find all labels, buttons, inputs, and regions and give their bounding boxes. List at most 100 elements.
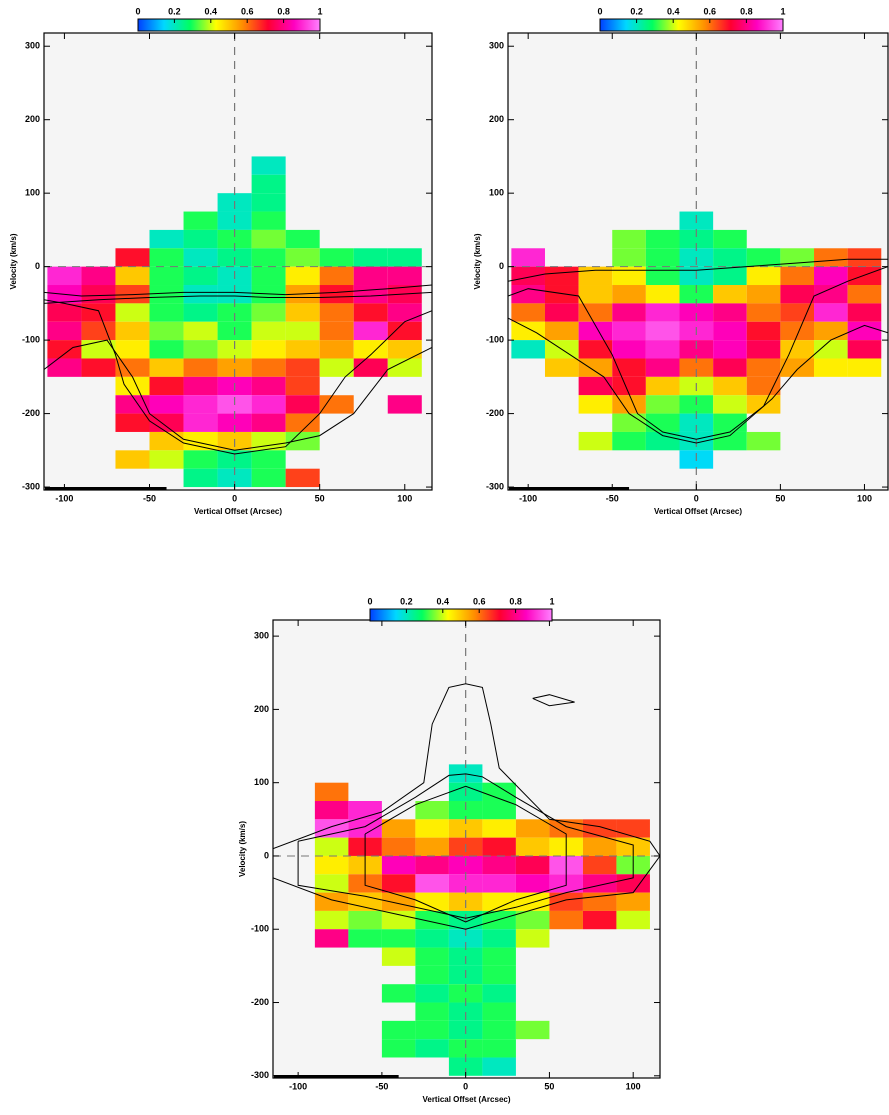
y-tick-label: 100 (489, 188, 504, 198)
heatmap-cell (387, 340, 422, 359)
heatmap-cell (814, 266, 848, 286)
y-tick-label: 300 (25, 41, 40, 51)
heatmap-cell (387, 395, 422, 414)
heatmap-cell (549, 819, 583, 838)
heatmap (273, 620, 660, 1078)
colorbar-tick-label: 1 (317, 6, 322, 16)
heatmap-cell (847, 358, 882, 377)
x-axis-title: Vertical Offset (Arcsec) (422, 1095, 510, 1104)
heatmap-cell (149, 303, 184, 322)
y-tick-label: -100 (486, 334, 504, 344)
heatmap-cell (149, 376, 184, 396)
heatmap-cell (448, 819, 483, 838)
x-axis-title: Vertical Offset (Arcsec) (654, 507, 742, 516)
heatmap-cell (285, 340, 320, 359)
heatmap-cell (149, 229, 184, 249)
heatmap-cell (847, 248, 882, 267)
heatmap-cell (482, 947, 516, 966)
heatmap-cell (415, 855, 449, 875)
heatmap-cell (285, 376, 320, 396)
heatmap-cell (415, 1039, 449, 1058)
heatmap-cell (47, 321, 82, 341)
heatmap-cell (679, 358, 714, 377)
heatmap-cell (713, 285, 747, 304)
heatmap-cell (314, 910, 349, 930)
y-axis-title: Velocity (km/s) (473, 233, 482, 289)
heatmap-cell (314, 837, 349, 856)
heatmap-cell (415, 984, 449, 1003)
colorbar-tick-label: 0.8 (740, 6, 753, 16)
heatmap-cell (746, 248, 781, 267)
heatmap-cell (612, 376, 646, 396)
heatmap-cell (183, 358, 218, 377)
x-tick-label: -100 (55, 493, 73, 503)
heatmap-cell (149, 358, 184, 377)
heatmap-cell (81, 285, 116, 304)
heatmap-cell (81, 266, 116, 286)
heatmap-cell (183, 321, 218, 341)
x-tick-label: 100 (626, 1081, 641, 1091)
heatmap-cell (115, 248, 150, 267)
colorbar-tick-label: 0 (597, 6, 602, 16)
heatmap-cell (115, 376, 150, 396)
heatmap-cell (515, 874, 550, 893)
x-tick-label: 100 (857, 493, 872, 503)
heatmap-cell (746, 321, 781, 341)
heatmap-cell (183, 248, 218, 267)
heatmap-cell (381, 947, 416, 966)
heatmap-cell (115, 303, 150, 322)
heatmap-cell (115, 321, 150, 341)
contour (508, 317, 888, 444)
heatmap-cell (482, 1020, 516, 1040)
heatmap-cell (578, 285, 613, 304)
heatmap-cell (814, 303, 848, 322)
heatmap-cell (713, 376, 747, 396)
heatmap-cell (314, 855, 349, 875)
heatmap-cell (814, 248, 848, 267)
contour (44, 299, 432, 455)
heatmap-cell (482, 1039, 516, 1058)
heatmap-cell (448, 1002, 483, 1021)
heatmap-cell (482, 984, 516, 1003)
colorbar-tick-label: 0 (367, 596, 372, 606)
heatmap-cell (578, 431, 613, 451)
heatmap-cell (645, 229, 680, 249)
heatmap-cell (544, 358, 579, 377)
heatmap-cell (616, 892, 650, 911)
heatmap-cell (679, 303, 714, 322)
heatmap-cell (353, 303, 388, 322)
heatmap-cell (314, 801, 349, 820)
heatmap-cell (314, 819, 349, 838)
heatmap-cell (746, 376, 781, 396)
heatmap-cell (780, 285, 815, 304)
heatmap-cell (544, 285, 579, 304)
heatmap-cell (515, 819, 550, 838)
contour (44, 339, 432, 451)
heatmap-cell (115, 395, 150, 414)
heatmap-cell (448, 984, 483, 1003)
heatmap-cell (448, 801, 483, 820)
heatmap-cell (251, 358, 286, 377)
heatmap-cell (149, 248, 184, 267)
heatmap-cell (415, 947, 449, 966)
heatmap-cell (482, 929, 516, 948)
heatmap-cell (415, 910, 449, 930)
heatmap-cell (780, 321, 815, 341)
heatmap-cell (285, 431, 320, 451)
heatmap-cell (183, 266, 218, 286)
heatmap-cell (415, 874, 449, 893)
heatmap-cell (115, 413, 150, 432)
heatmap-cell (780, 266, 815, 286)
heatmap-cell (746, 303, 781, 322)
heatmap-cell (780, 303, 815, 322)
contour (44, 284, 432, 297)
x-tick-label: -100 (289, 1081, 307, 1091)
heatmap-cell (515, 929, 550, 948)
y-tick-label: -200 (22, 408, 40, 418)
colorbar-tick-label: 0.6 (704, 6, 717, 16)
heatmap-cell (251, 248, 286, 267)
heatmap-cell (251, 156, 286, 175)
heatmap-cell (612, 395, 646, 414)
y-tick-label: -200 (486, 408, 504, 418)
heatmap-cell (448, 1039, 483, 1058)
